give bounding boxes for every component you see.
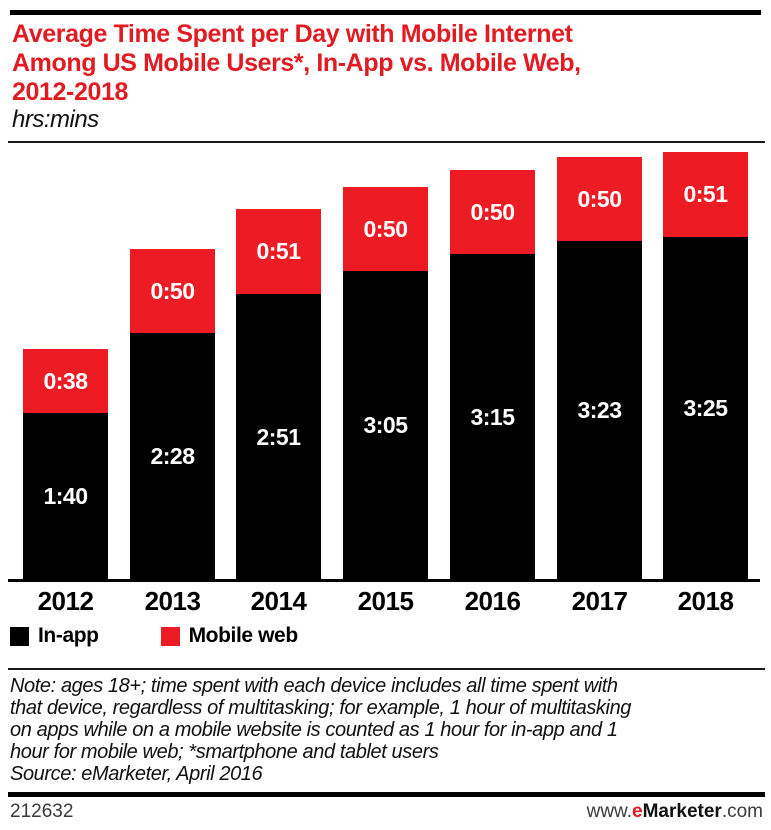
stacked-bar-2012: 0:38 1:40 [23, 349, 108, 580]
in-app-segment-2015: 3:05 [343, 271, 428, 580]
legend-item-mobile-web: Mobile web [160, 624, 299, 648]
x-axis-label-2014: 2014 [250, 586, 307, 616]
title-line-2: Among US Mobile Users*, In-App vs. Mobil… [12, 49, 581, 77]
title-line-1: Average Time Spent per Day with Mobile I… [12, 20, 573, 48]
in-app-segment-2014: 2:51 [236, 294, 321, 580]
legend-swatch-icon [160, 626, 180, 646]
x-axis-label-2018: 2018 [677, 586, 734, 616]
footer: 212632 www.eMarketer.com [10, 801, 763, 823]
in-app-segment-2013: 2:28 [130, 333, 215, 580]
x-axis-label-2012: 2012 [37, 586, 94, 616]
mobile-web-segment-2016: 0:50 [450, 170, 535, 254]
note-line-2: that device, regardless of multitasking;… [10, 697, 632, 719]
x-axis-label-2016: 2016 [464, 586, 521, 616]
in-app-segment-2016: 3:15 [450, 254, 535, 580]
legend: In-app Mobile web [10, 624, 298, 648]
legend-swatch-icon [10, 626, 29, 646]
x-axis-line [8, 579, 760, 582]
mobile-web-segment-2018: 0:51 [663, 152, 748, 237]
legend-item-in-app: In-app [10, 624, 99, 648]
legend-label: Mobile web [188, 624, 299, 647]
note-divider [8, 668, 765, 670]
plot-area: 0:38 1:40 0:50 2:28 0:51 2:51 0:50 3:05 0:50 3:15… [23, 152, 748, 580]
mobile-web-segment-2014: 0:51 [236, 209, 321, 294]
url-suffix: .com [721, 801, 763, 822]
source-line: Source: eMarketer, April 2016 [10, 763, 263, 785]
in-app-segment-2017: 3:23 [557, 241, 642, 580]
header-divider [8, 141, 765, 143]
in-app-segment-2012: 1:40 [23, 413, 108, 580]
top-rule [10, 10, 761, 15]
mobile-web-segment-2012: 0:38 [23, 349, 108, 413]
note-line-4: hour for mobile web; *smartphone and tab… [10, 741, 439, 763]
title-line-3: 2012-2018 [12, 78, 128, 106]
x-axis-label-2017: 2017 [571, 586, 628, 616]
chart-unit-label: hrs:mins [12, 106, 99, 133]
in-app-segment-2018: 3:25 [663, 237, 748, 580]
legend-label: In-app [38, 624, 99, 647]
stacked-bar-2014: 0:51 2:51 [236, 209, 321, 580]
chart-title: Average Time Spent per Day with Mobile I… [12, 20, 760, 107]
mobile-web-segment-2015: 0:50 [343, 187, 428, 271]
stacked-bar-2013: 0:50 2:28 [130, 249, 215, 580]
website-url: www.eMarketer.com [587, 801, 763, 823]
mobile-web-segment-2017: 0:50 [557, 157, 642, 241]
stacked-bar-2018: 0:51 3:25 [663, 152, 748, 580]
note-line-1: Note: ages 18+; time spent with each dev… [10, 675, 618, 697]
brand-rest: Marketer [642, 801, 722, 822]
brand-first-letter: e [632, 801, 643, 822]
footer-rule [8, 792, 765, 797]
note-block: Note: ages 18+; time spent with each dev… [10, 675, 765, 785]
mobile-web-segment-2013: 0:50 [130, 249, 215, 333]
note-line-3: on apps while on a mobile website is cou… [10, 719, 618, 741]
chart-id: 212632 [10, 801, 74, 822]
url-prefix: www. [586, 801, 633, 822]
x-axis-label-2015: 2015 [357, 586, 414, 616]
stacked-bar-2017: 0:50 3:23 [557, 157, 642, 580]
x-axis-label-2013: 2013 [144, 586, 201, 616]
stacked-bar-2015: 0:50 3:05 [343, 187, 428, 580]
stacked-bar-2016: 0:50 3:15 [450, 170, 535, 580]
